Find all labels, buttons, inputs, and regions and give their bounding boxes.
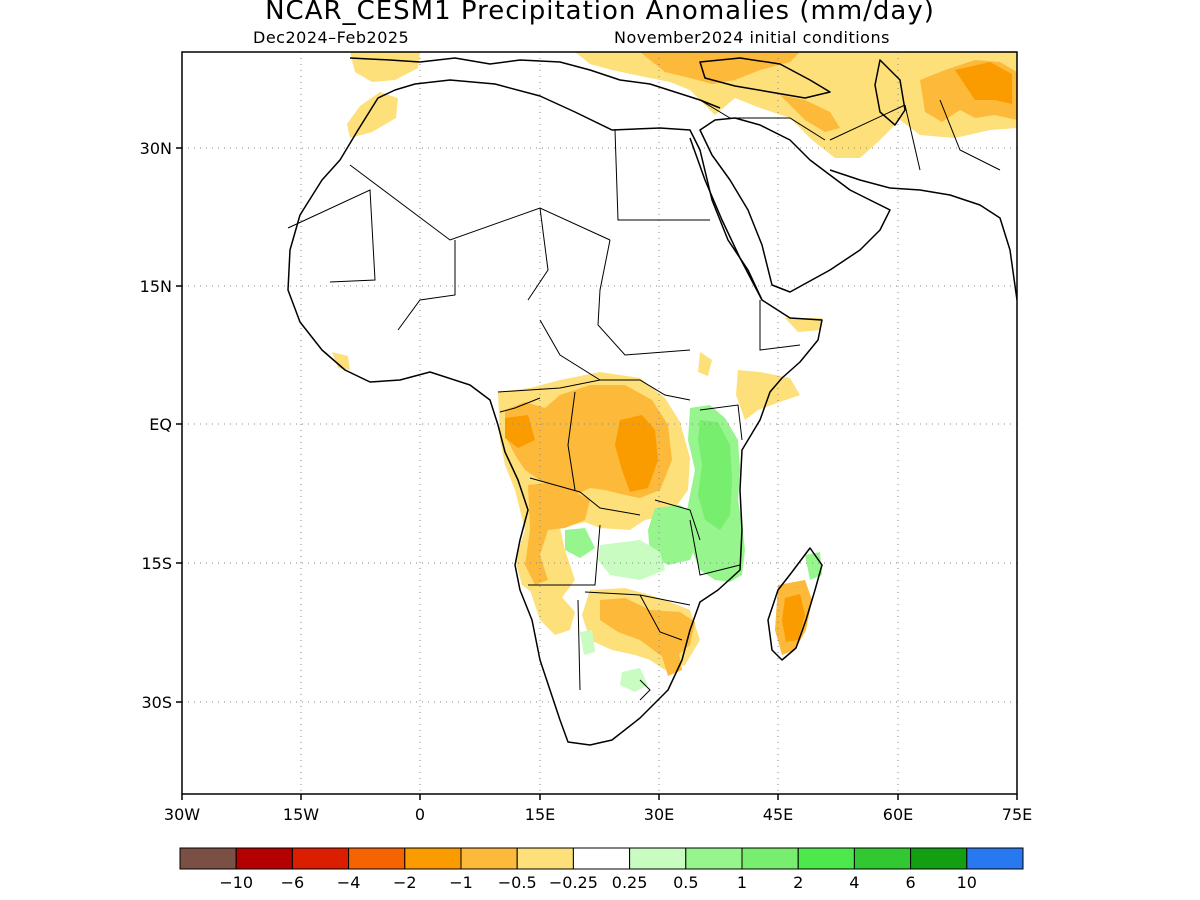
anomaly-gabon-core (505, 415, 535, 448)
caspian-coastline (874, 59, 906, 126)
anomaly-angola-wet (565, 528, 595, 558)
arabia-coastline (699, 117, 891, 293)
colorbar-label: −4 (337, 873, 361, 892)
colorbar-label: −10 (219, 873, 253, 892)
anomaly-iraq (780, 95, 840, 132)
lon-label: 15W (283, 805, 319, 824)
anomaly-north-mediterranean (350, 52, 420, 82)
africa-coastline (287, 79, 823, 746)
anomaly-lesotho-wet (580, 630, 595, 655)
colorbar-label: −0.25 (549, 873, 598, 892)
colorbar-swatch (853, 847, 912, 870)
colorbar-label: 10 (957, 873, 977, 892)
lat-label: 30S (141, 693, 172, 712)
anomaly-ethiopia (698, 352, 712, 376)
colorbar-swatch (235, 847, 293, 870)
graticule (182, 52, 1017, 794)
colorbar-swatch (966, 847, 1024, 870)
colorbar-swatch (797, 847, 855, 870)
colorbar-swatch (516, 847, 574, 870)
lon-label: 30E (644, 805, 674, 824)
anomaly-kalahari (530, 590, 575, 635)
colorbar-swatch (910, 847, 968, 870)
anomaly-zambia-wet (648, 505, 698, 565)
colorbar-label: 2 (793, 873, 803, 892)
anomaly-congo-core (615, 415, 658, 492)
colorbar-label: −6 (281, 873, 305, 892)
colorbar-label: 4 (849, 873, 859, 892)
colorbar-swatch (741, 847, 799, 870)
colorbar-label: −1 (449, 873, 473, 892)
anomaly-shading (332, 52, 1017, 692)
colorbar-swatch (291, 847, 350, 870)
anomaly-east-africa-wet-core (698, 420, 732, 530)
colorbar-label: 0.25 (612, 873, 648, 892)
initial-conditions-label: November2024 initial conditions (614, 28, 890, 47)
lon-label: 0 (415, 805, 425, 824)
anomaly-morocco-coast (347, 92, 398, 138)
anomaly-europe-east-core (640, 52, 800, 84)
map-title: NCAR_CESM1 Precipitation Anomalies (mm/d… (265, 0, 935, 26)
lat-label: EQ (149, 415, 172, 434)
colorbar-label: −0.5 (498, 873, 537, 892)
anomaly-somalia-coast (785, 318, 822, 332)
lon-label: 75E (1002, 805, 1032, 824)
anomaly-zambia-wet-light (598, 540, 665, 580)
colorbar-swatch (572, 847, 631, 870)
anomaly-west-africa-coast (332, 352, 350, 370)
anomaly-madagascar-core (782, 594, 805, 642)
colorbar-label: 0.5 (673, 873, 698, 892)
coastlines (287, 57, 1017, 746)
anomaly-mozambique-core (600, 598, 695, 660)
colorbar-swatch (404, 847, 462, 870)
lon-label: 30W (164, 805, 200, 824)
colorbar-swatch (685, 847, 743, 870)
anomaly-central-asia-core (955, 62, 1012, 104)
colorbar-swatch (348, 847, 406, 870)
latitude-labels: 30N 15N EQ 15S 30S (140, 139, 172, 712)
anomaly-mozambique-south (660, 648, 682, 676)
lat-label: 15N (140, 277, 172, 296)
lat-label: 30N (140, 139, 172, 158)
europe-coastline (349, 57, 721, 109)
colorbar-label: 1 (737, 873, 747, 892)
lon-label: 45E (763, 805, 793, 824)
lat-label: 15S (141, 554, 172, 573)
season-label: Dec2024–Feb2025 (253, 28, 410, 47)
madagascar-coastline (767, 547, 823, 661)
black-sea-coastline (699, 57, 831, 99)
anomaly-angola (525, 482, 590, 585)
tick-marks (176, 147, 1018, 800)
map-frame (181, 51, 1018, 795)
anomaly-somalia-south (736, 370, 800, 420)
iran-coastline (829, 169, 1017, 301)
anomaly-south-africa-wet (620, 668, 648, 692)
colorbar-label: 6 (906, 873, 916, 892)
colorbar-legend: −10 −6 −4 −2 −1 −0.5 −0.25 0.25 0.5 1 2 4 6 10 (179, 847, 1024, 892)
colorbar-swatch (629, 847, 687, 870)
colorbar-swatch (179, 847, 237, 870)
red-sea-west-coast (689, 137, 763, 301)
colorbar-swatch (460, 847, 518, 870)
colorbar-label: −2 (393, 873, 417, 892)
country-borders (287, 99, 1001, 701)
lon-label: 15E (525, 805, 555, 824)
lon-label: 60E (883, 805, 913, 824)
longitude-labels: 30W 15W 0 15E 30E 45E 60E 75E (164, 805, 1032, 824)
